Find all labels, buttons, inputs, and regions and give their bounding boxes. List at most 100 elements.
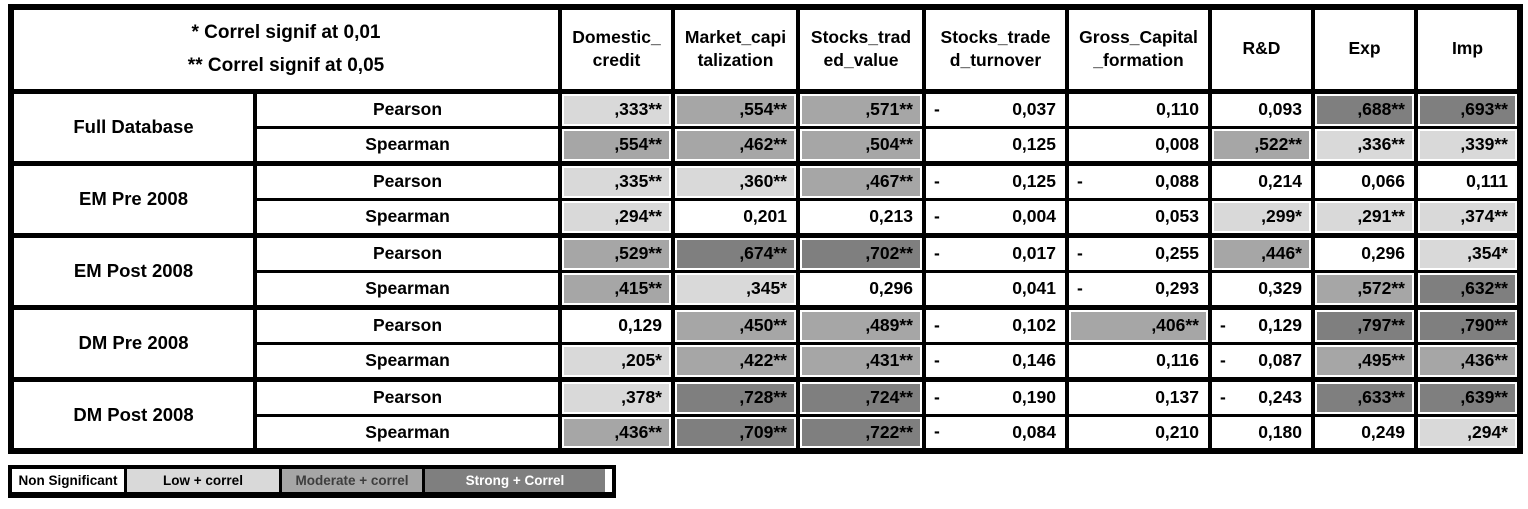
minus-sign: - [1220, 314, 1226, 335]
value-text: ,554** [614, 134, 662, 154]
value-cell: ,572** [1311, 270, 1418, 309]
value-text: 0,037 [1012, 99, 1056, 119]
method-label: Pearson [253, 232, 562, 273]
group-label: EM Post 2008 [9, 232, 257, 309]
value-text: 0,249 [1361, 421, 1405, 442]
header-row: * Correl signif at 0,01 ** Correl signif… [9, 5, 1522, 94]
table-row: DM Post 2008 Pearson ,378* ,728** ,724** - 0,1… [9, 376, 1522, 453]
column-header-stocks-traded-turnover: Stocks_trade d_turnover [922, 5, 1069, 94]
method-label: Pearson [253, 304, 562, 345]
value-cell: ,489** [796, 304, 926, 345]
value-cell: - 0,129 [1208, 304, 1315, 345]
value-cell: ,354* [1414, 232, 1522, 273]
note-line-1: * Correl signif at 0,01 [191, 22, 381, 43]
value-cell: ,294* [1414, 414, 1522, 453]
column-header-market-capitalization: Market_capi talization [671, 5, 800, 94]
table-row: Spearman ,436** ,709** ,722** - 0,084 0,210 0,1… [11, 414, 1522, 453]
value-text: ,450** [739, 315, 787, 335]
value-cell: ,294** [558, 198, 675, 237]
value-text: 0,255 [1155, 243, 1199, 263]
value-text: ,436** [614, 421, 662, 442]
value-cell: ,291** [1311, 198, 1418, 237]
group-label: EM Pre 2008 [9, 160, 257, 237]
method-label: Spearman [253, 270, 562, 309]
value-text: ,709** [739, 421, 787, 442]
value-cell: ,360** [671, 160, 800, 201]
value-text: ,489** [865, 315, 913, 335]
value-text: ,291** [1357, 206, 1405, 226]
value-cell: ,633** [1311, 376, 1418, 417]
value-text: ,360** [739, 171, 787, 191]
value-text: ,299* [1261, 206, 1302, 226]
value-cell: - 0,087 [1208, 342, 1315, 381]
minus-sign: - [1077, 277, 1083, 298]
value-text: ,633** [1357, 387, 1405, 407]
value-text: ,205* [621, 350, 662, 370]
table-row: EM Post 2008 Pearson ,529** ,674** ,702** - 0,… [9, 232, 1522, 309]
value-text: ,294** [614, 206, 662, 226]
value-cell: 0,053 [1065, 198, 1212, 237]
value-cell: - 0,243 [1208, 376, 1315, 417]
value-text: 0,004 [1012, 206, 1056, 226]
method-label: Pearson [253, 88, 562, 129]
value-cell: ,702** [796, 232, 926, 273]
value-cell: 0,066 [1311, 160, 1418, 201]
value-text: 0,084 [1012, 421, 1056, 442]
value-cell: - 0,190 [922, 376, 1069, 417]
value-cell: 0,213 [796, 198, 926, 237]
value-cell: - 0,004 [922, 198, 1069, 237]
value-text: 0,116 [1156, 350, 1199, 370]
value-cell: - 0,084 [922, 414, 1069, 453]
value-text: ,422** [739, 350, 787, 370]
value-cell: 0,008 [1065, 126, 1212, 165]
value-cell: ,446* [1208, 232, 1315, 273]
value-cell: ,688** [1311, 88, 1418, 129]
value-cell: 0,093 [1208, 88, 1315, 129]
value-cell: 0,329 [1208, 270, 1315, 309]
legend: Non Significant Low + correl Moderate + … [8, 465, 616, 498]
table-row: Spearman ,415** ,345* 0,296 0,041 - 0,293 0,329… [11, 270, 1522, 309]
value-text: ,354* [1467, 243, 1508, 263]
method-label: Pearson [253, 160, 562, 201]
value-cell: ,339** [1414, 126, 1522, 165]
value-text: 0,190 [1012, 387, 1056, 407]
value-text: 0,214 [1258, 171, 1302, 191]
value-cell: ,436** [558, 414, 675, 453]
minus-sign: - [934, 205, 940, 226]
legend-item-non-significant: Non Significant [12, 469, 124, 492]
value-text: ,378* [621, 387, 662, 407]
correlation-table-page: * Correl signif at 0,01 ** Correl signif… [8, 4, 1523, 498]
minus-sign: - [1077, 170, 1083, 191]
value-cell: 0,214 [1208, 160, 1315, 201]
value-text: ,522** [1254, 134, 1302, 154]
value-text: ,294* [1467, 421, 1508, 442]
value-cell: ,335** [558, 160, 675, 201]
legend-item-low-correl: Low + correl [124, 469, 279, 492]
value-text: 0,088 [1155, 171, 1199, 191]
value-cell: ,450** [671, 304, 800, 345]
value-text: 0,110 [1156, 99, 1199, 119]
value-text: ,335** [614, 171, 662, 191]
value-cell: ,554** [558, 126, 675, 165]
value-cell: ,378* [558, 376, 675, 417]
value-text: 0,017 [1012, 243, 1056, 263]
value-text: ,722** [865, 421, 913, 442]
note-line-2: ** Correl signif at 0,05 [187, 55, 385, 77]
value-cell: ,674** [671, 232, 800, 273]
value-cell: - 0,125 [922, 160, 1069, 201]
value-cell: ,639** [1414, 376, 1522, 417]
value-text: ,632** [1460, 278, 1508, 298]
correlation-table: * Correl signif at 0,01 ** Correl signif… [8, 4, 1523, 454]
column-header-stocks-traded-value: Stocks_trad ed_value [796, 5, 926, 94]
value-cell: ,722** [796, 414, 926, 453]
value-cell: - 0,037 [922, 88, 1069, 129]
value-cell: ,529** [558, 232, 675, 273]
column-header-rd: R&D [1208, 5, 1315, 94]
value-cell: - 0,017 [922, 232, 1069, 273]
value-text: ,529** [614, 243, 662, 263]
value-cell: ,345* [671, 270, 800, 309]
value-cell: 0,110 [1065, 88, 1212, 129]
value-text: 0,137 [1155, 387, 1199, 407]
column-header-gross-capital-formation: Gross_Capital _formation [1065, 5, 1212, 94]
value-text: 0,296 [1361, 243, 1405, 263]
